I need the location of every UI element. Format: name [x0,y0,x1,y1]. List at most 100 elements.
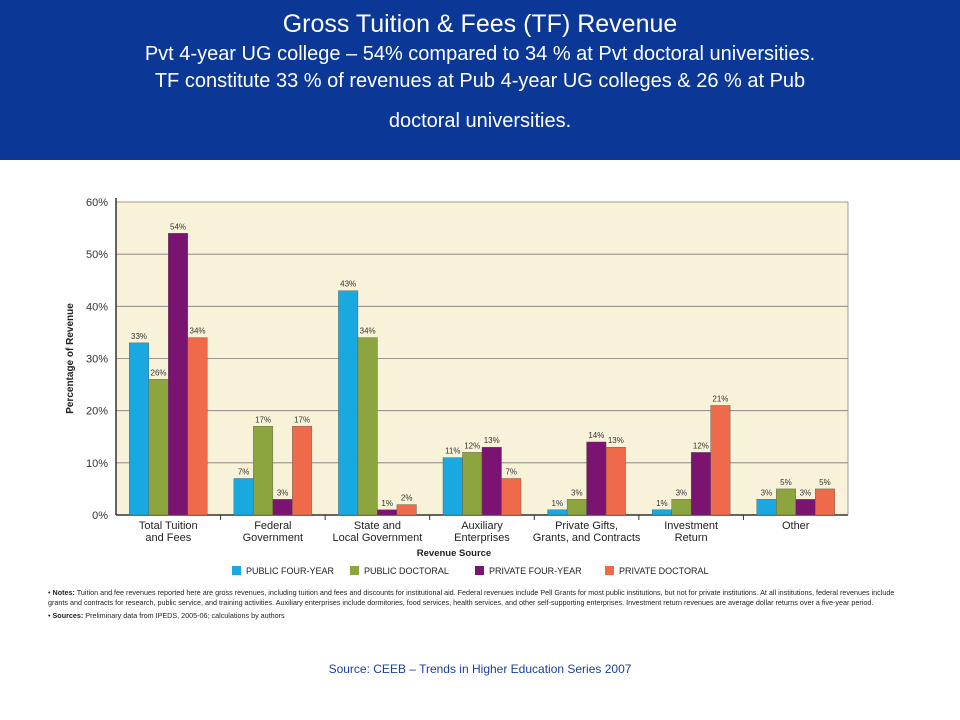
x-axis-title: Revenue Source [417,548,491,559]
bar-data-label: 17% [294,415,310,424]
y-tick-label: 0% [92,510,108,522]
bar [481,446,502,516]
notes-paragraph: • Notes: Tuition and fee revenues report… [48,588,895,607]
legend-swatch [605,566,614,575]
bar-data-label: 1% [656,499,668,508]
legend-swatch [475,566,484,575]
bar [586,441,607,516]
y-tick-label: 20% [86,406,108,418]
bar [605,446,626,516]
bar-data-label: 3% [571,488,583,497]
bar [357,337,378,516]
bar [253,426,274,516]
sources-text: Preliminary data from IPEDS, 2005-06; ca… [85,611,285,620]
x-tick-label: Government [243,532,304,544]
subtitle-line-3: doctoral universities. [388,110,572,132]
x-tick-label: Other [782,520,810,532]
bar [338,290,359,516]
legend-swatch [350,566,359,575]
subtitle-line-2: TF constitute 33 % of revenues at Pub 4-… [154,70,806,92]
bar-data-label: 21% [712,394,728,403]
bar [462,452,483,516]
bar-data-label: 12% [464,441,480,450]
bar-data-label: 1% [381,499,393,508]
notes-label: Notes: [52,588,75,597]
bar-data-label: 3% [277,488,289,497]
source-citation: Source: CEEB – Trends in Higher Educatio… [328,662,632,676]
bar-data-label: 5% [780,478,792,487]
slide-title: Gross Tuition & Fees (TF) Revenue [282,10,678,38]
bar [566,499,587,516]
x-tick-label: and Fees [145,532,191,544]
bar-data-label: 33% [131,332,147,341]
bar-data-label: 5% [819,478,831,487]
bar [710,405,731,516]
bar [795,499,816,516]
x-tick-label: Investment [664,520,718,532]
y-tick-label: 50% [86,249,108,261]
bar [168,233,188,516]
bar [233,478,254,516]
bar [547,509,568,516]
bar [756,499,777,516]
bar-data-label: 26% [151,368,167,377]
notes-text: Tuition and fee revenues reported here a… [48,588,895,607]
bar [690,452,711,516]
x-tick-label: Grants, and Contracts [533,532,641,544]
y-tick-label: 30% [86,354,108,366]
x-tick-label: Local Government [332,532,422,544]
bar [815,488,835,516]
x-tick-label: State and [354,520,401,532]
bar-data-label: 7% [505,467,517,476]
bar-data-label: 14% [588,431,604,440]
bar [442,457,463,516]
bar-data-label: 3% [800,488,812,497]
bar [292,426,313,516]
bar [776,488,796,516]
bar-data-label: 43% [340,280,356,289]
bar-data-label: 13% [484,436,500,445]
bar-data-label: 11% [445,447,460,456]
bar-data-label: 34% [360,327,376,336]
notes-block: • Notes: Tuition and fee revenues report… [48,588,908,625]
bar-data-label: 3% [761,488,773,497]
revenue-bar-chart: 0% 10% 20% 30% 40% 50% 60% Percentage of Revenu… [65,197,849,576]
bar-data-label: 1% [552,499,564,508]
legend-label: PUBLIC DOCTORAL [364,566,449,576]
bar [187,337,208,516]
bar [129,342,149,516]
sources-paragraph: • Sources: Preliminary data from IPEDS, … [48,611,285,620]
bar [272,499,293,516]
bar-data-label: 3% [676,488,688,497]
x-tick-label: Auxiliary [461,520,503,532]
x-tick-label: Enterprises [454,532,510,544]
bar-data-label: 54% [170,222,186,231]
bar-data-label: 34% [190,327,206,336]
bar [651,509,672,516]
x-tick-label: Federal [254,520,291,532]
y-tick-label: 40% [86,301,108,313]
title-banner: Gross Tuition & Fees (TF) Revenue Pvt 4-… [0,0,960,160]
bar-data-label: 7% [238,467,250,476]
bar-data-label: 2% [401,494,413,503]
legend-label: PUBLIC FOUR-YEAR [246,566,335,576]
bar [396,504,417,516]
legend-label: PRIVATE FOUR-YEAR [489,566,582,576]
bar-data-label: 17% [255,415,271,424]
bar [148,379,169,516]
bar [671,499,692,516]
sources-label: Sources: [52,611,84,620]
bar [501,478,522,516]
x-tick-label: Return [675,532,708,544]
bar-data-label: 13% [608,436,624,445]
y-tick-label: 60% [86,197,108,209]
legend-swatch [232,566,241,575]
subtitle-line-1: Pvt 4-year UG college – 54% compared to … [144,43,816,65]
x-tick-label: Private Gifts, [555,520,618,532]
bar-data-label: 12% [693,441,709,450]
x-tick-label: Total Tuition [139,520,198,532]
legend-label: PRIVATE DOCTORAL [619,566,709,576]
bar [377,509,398,516]
y-tick-label: 10% [86,458,108,470]
y-axis-title: Percentage of Revenue [65,303,76,414]
